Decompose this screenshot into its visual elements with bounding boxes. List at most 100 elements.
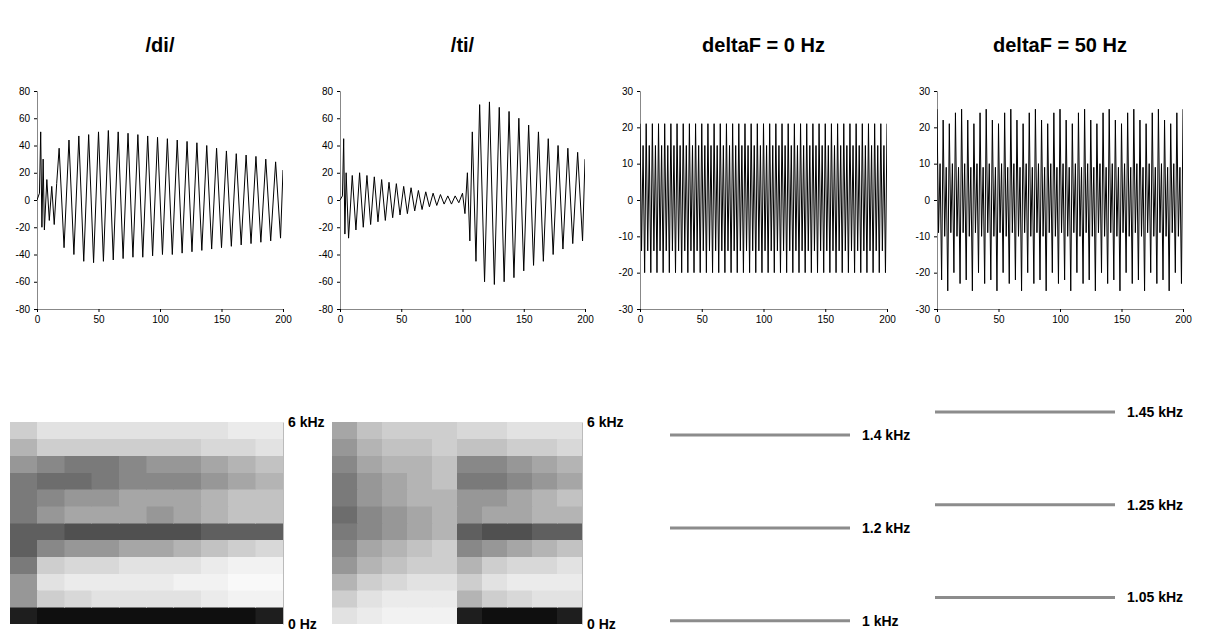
spectrogram-cell xyxy=(147,523,174,540)
spectrogram-cell xyxy=(557,607,582,624)
spectrogram-cell xyxy=(482,607,507,624)
y-axis-tick: 40 xyxy=(19,140,37,151)
panel-title: deltaF = 0 Hz xyxy=(702,34,825,56)
spectrogram-cell xyxy=(92,590,119,607)
spectrogram-cell xyxy=(507,590,532,607)
spectrogram-cell xyxy=(92,557,119,574)
spectrogram-cells xyxy=(332,422,582,624)
x-axis-tick-label: 100 xyxy=(756,314,773,325)
spectrogram-cell xyxy=(407,473,432,490)
spectrogram-cell xyxy=(532,574,557,591)
spectrogram-cell xyxy=(482,456,507,473)
freq-axis: 0 Hz 6 kHz xyxy=(582,414,624,632)
spectrogram-cell xyxy=(65,540,92,557)
y-axis-tick-mark xyxy=(337,255,340,256)
x-axis-tick-mark xyxy=(463,309,464,312)
spectrogram-cell xyxy=(37,439,64,456)
spectrogram-cell xyxy=(457,473,482,490)
line-panel: deltaF = 50 Hz-30-20-1001020300501001502… xyxy=(916,34,1193,325)
spectrogram-cell xyxy=(147,557,174,574)
y-axis-tick-label: -40 xyxy=(319,249,334,260)
spectrogram-cell xyxy=(37,523,64,540)
spectrogram-cell xyxy=(92,523,119,540)
y-axis-tick: -10 xyxy=(916,231,937,242)
y-axis: -30-20-100102030 xyxy=(619,86,641,315)
spectrogram-cell xyxy=(407,456,432,473)
spectrogram-cell xyxy=(119,439,146,456)
spectrogram-cell xyxy=(507,523,532,540)
y-axis-tick-mark xyxy=(337,227,340,228)
y-axis-tick-label: 0 xyxy=(627,195,633,206)
spectrogram-cell xyxy=(65,506,92,523)
y-axis-tick: -60 xyxy=(319,276,340,287)
spectrogram-cell xyxy=(532,489,557,506)
y-axis: -80-60-40-20020406080 xyxy=(16,86,38,315)
spectrogram-cell xyxy=(407,574,432,591)
spectrogram-cell xyxy=(147,590,174,607)
y-axis-tick-mark xyxy=(34,309,37,310)
y-axis-tick: 80 xyxy=(19,86,37,97)
spectrogram-cell xyxy=(357,574,382,591)
tone-lines xyxy=(935,412,1115,598)
freq-axis-tick: 0 Hz xyxy=(283,616,317,632)
spectrogram-cell xyxy=(119,456,146,473)
spectrogram-cell xyxy=(37,540,64,557)
spectrogram-cell xyxy=(332,590,357,607)
tone-lines xyxy=(670,435,850,621)
y-axis-line xyxy=(337,92,341,310)
y-axis-tick-label: 0 xyxy=(327,195,333,206)
spectrogram-cell xyxy=(201,607,228,624)
freq-axis-tick-label: 0 Hz xyxy=(587,616,616,632)
plot-marks xyxy=(937,109,1183,291)
x-axis-tick-mark xyxy=(340,309,341,312)
spectrogram-cell xyxy=(256,607,283,624)
spectrogram-cell xyxy=(507,473,532,490)
waveform-line xyxy=(937,109,1183,291)
spectrogram-cell xyxy=(37,506,64,523)
spectrogram-cell xyxy=(119,607,146,624)
y-axis: -80-60-40-20020406080 xyxy=(319,86,341,315)
spectrogram-cell xyxy=(10,489,37,506)
spectrogram-cell xyxy=(382,473,407,490)
y-axis-tick: -20 xyxy=(319,222,340,233)
spectrogram-cell xyxy=(174,473,201,490)
spectrogram-cell xyxy=(432,489,457,506)
spectrogram-cell xyxy=(557,523,582,540)
freq-axis-tick: 6 kHz xyxy=(582,414,624,430)
spectrogram-cell xyxy=(407,557,432,574)
spectrogram-cell xyxy=(532,456,557,473)
spectrogram-cell xyxy=(147,506,174,523)
x-axis-tick-mark xyxy=(764,309,765,312)
spectrogram-cell xyxy=(482,489,507,506)
y-axis-tick-label: 40 xyxy=(322,140,334,151)
spectrogram-cell xyxy=(201,506,228,523)
y-axis-tick-mark xyxy=(637,200,640,201)
spectrogram-cell xyxy=(432,590,457,607)
x-axis-tick: 0 xyxy=(638,309,644,325)
x-axis-tick: 150 xyxy=(817,309,834,325)
y-axis-tick-label: 30 xyxy=(919,86,931,97)
spectrogram-cell xyxy=(119,523,146,540)
waveform-line xyxy=(640,124,887,273)
y-axis-tick-label: 20 xyxy=(322,167,334,178)
x-axis-tick-label: 50 xyxy=(993,314,1005,325)
x-axis-tick: 200 xyxy=(577,309,594,325)
y-axis-tick-mark xyxy=(637,273,640,274)
canvas-svg: /di/-80-60-40-20020406080050100150200/ti… xyxy=(0,0,1208,635)
spectrogram-cell xyxy=(432,574,457,591)
x-axis-tick-label: 50 xyxy=(697,314,709,325)
spectrogram-cell xyxy=(532,590,557,607)
spectrogram-cell xyxy=(357,422,382,439)
x-axis-tick: 200 xyxy=(275,309,292,325)
x-axis-line xyxy=(641,310,888,313)
spectrogram-cell xyxy=(457,607,482,624)
x-axis-tick: 150 xyxy=(516,309,533,325)
spectrogram-cell xyxy=(92,540,119,557)
y-axis-tick-mark xyxy=(337,173,340,174)
spectrogram-cell xyxy=(557,590,582,607)
spectrogram-cell xyxy=(65,489,92,506)
spectrogram-cell xyxy=(532,473,557,490)
spectrogram-cell xyxy=(65,557,92,574)
line-panel: /ti/-80-60-40-20020406080050100150200 xyxy=(319,34,595,325)
spectrogram-cell xyxy=(507,557,532,574)
